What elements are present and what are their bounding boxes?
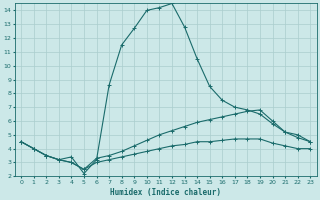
X-axis label: Humidex (Indice chaleur): Humidex (Indice chaleur) [110,188,221,197]
